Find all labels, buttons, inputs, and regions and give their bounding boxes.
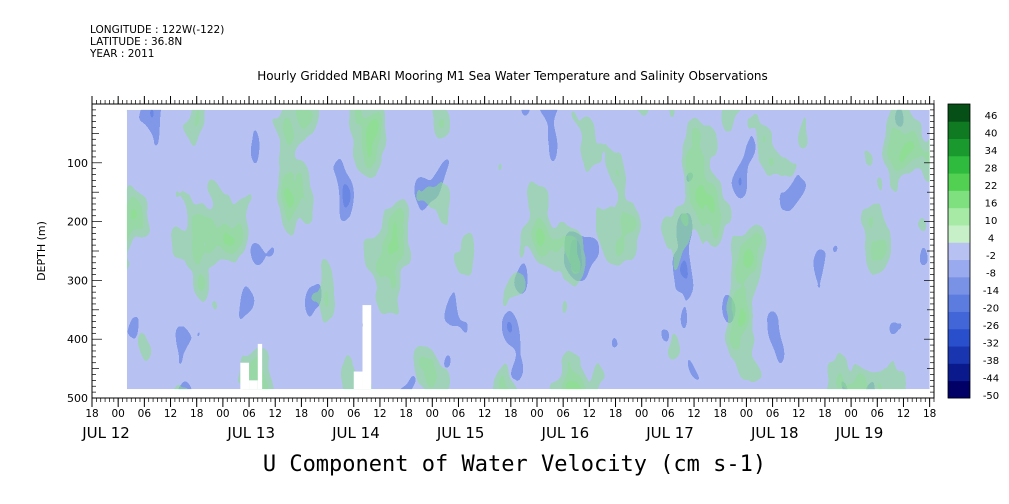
x-day-label: JUL 19 [835,424,884,442]
missing-data-region [362,305,372,390]
x-hour-tick-label: 12 [373,408,386,420]
y-tick-label: 200 [67,216,88,229]
x-hour-tick-label: 00 [321,408,334,420]
colorbar-label: -8 [986,269,996,280]
heatmap-field [126,109,930,390]
x-day-label: JUL 15 [436,424,485,442]
colorbar-label: -2 [986,251,996,262]
latitude-label: LATITUDE : 36.8N [90,36,183,48]
colorbar-swatch [948,294,970,312]
colorbar-label: -44 [983,374,999,385]
colorbar-label: -14 [983,286,999,297]
x-hour-tick-label: 06 [766,408,780,420]
y-tick-label: 300 [67,274,88,287]
colorbar-label: -20 [983,304,999,315]
missing-data-region [353,371,363,390]
x-hour-tick-label: 18 [923,408,936,420]
x-hour-tick-label: 00 [530,408,543,420]
x-hour-tick-label: 18 [818,408,831,420]
colorbar: 46 40 34 28 22 16 10 4 -2 -8 -14 -20 -26 -32 -38 -44 -50 [947,103,999,402]
colorbar-label: 16 [985,199,998,210]
x-hour-tick-label: 18 [609,408,622,420]
colorbar-label: 46 [985,111,998,122]
colorbar-swatch [948,276,970,295]
longitude-label: LONGITUDE : 122W(-122) [90,24,225,36]
heatmap-positive-patches [126,109,930,390]
missing-data-region [249,380,258,390]
x-hour-tick-label: 00 [844,408,857,420]
x-hour-tick-label: 12 [792,408,805,420]
year-label: YEAR : 2011 [90,48,155,60]
colorbar-label: 34 [985,146,998,157]
y-tick-label: 500 [67,392,88,405]
x-hour-tick-label: 18 [399,408,412,420]
x-hour-tick-label: 00 [635,408,648,420]
x-hour-tick-label: 00 [111,408,124,420]
x-day-label: JUL 16 [541,424,590,442]
colorbar-label: -32 [983,339,999,350]
colorbar-swatch [948,346,970,364]
x-hour-tick-label: 18 [504,408,517,420]
colorbar-swatch [948,104,970,122]
x-hour-tick-label: 00 [216,408,229,420]
y-axis-label: DEPTH (m) [35,221,48,281]
x-day-label: JUL 17 [645,424,694,442]
colorbar-frame [947,103,971,399]
y-tick-label: 100 [67,157,88,170]
x-hour-tick-label: 12 [687,408,700,420]
x-day-label: JUL 13 [226,424,275,442]
x-hour-tick-label: 00 [740,408,753,420]
colorbar-label: -50 [983,391,999,402]
x-hour-tick-label: 18 [85,408,98,420]
chart-title: Hourly Gridded MBARI Mooring M1 Sea Wate… [257,69,768,83]
x-day-label: JUL 12 [81,424,130,442]
x-hour-tick-label: 06 [347,408,361,420]
colorbar-swatch [948,121,970,139]
x-hour-tick-label: 06 [138,408,152,420]
x-hour-tick-label: 12 [164,408,177,420]
colorbar-label: 28 [985,164,998,175]
x-axis-label: U Component of Water Velocity (cm s-1) [262,452,767,477]
colorbar-swatch [948,155,970,174]
x-hour-tick-label: 06 [452,408,466,420]
missing-data-region [257,343,263,390]
colorbar-swatch [948,363,970,382]
colorbar-label: 22 [985,181,998,192]
x-hour-tick-label: 06 [871,408,885,420]
colorbar-swatch [948,242,970,261]
colorbar-label: 10 [985,216,998,227]
x-day-label: JUL 18 [750,424,799,442]
x-hour-tick-label: 12 [897,408,910,420]
x-hour-tick-label: 06 [556,408,570,420]
x-hour-tick-label: 12 [478,408,491,420]
colorbar-label: -26 [983,321,999,332]
x-hour-tick-label: 18 [295,408,308,420]
colorbar-swatch [948,173,970,191]
colorbar-swatch [948,328,970,347]
colorbar-swatch [948,380,970,399]
colorbar-label: -38 [983,356,999,367]
x-day-label: JUL 14 [331,424,380,442]
x-hour-tick-label: 06 [661,408,675,420]
x-hour-tick-label: 12 [583,408,596,420]
missing-data-region [240,362,250,390]
colorbar-swatch [948,207,970,226]
colorbar-label: 40 [985,129,998,140]
x-hour-tick-label: 18 [190,408,203,420]
colorbar-swatch [948,225,970,243]
x-hour-tick-label: 18 [714,408,727,420]
colorbar-swatch [948,311,970,330]
colorbar-swatch [948,190,970,209]
axes: 18 00 06 12 18 00 06 12 18 00 06 12 18 00 06 12 18 00 06 12… [35,96,936,442]
x-hour-tick-label: 06 [242,408,256,420]
x-hour-tick-label: 00 [426,408,439,420]
x-hour-tick-label: 12 [269,408,282,420]
colorbar-swatch [948,138,970,157]
colorbar-swatch [948,259,970,278]
colorbar-label: 4 [988,234,994,245]
y-tick-label: 400 [67,333,88,346]
